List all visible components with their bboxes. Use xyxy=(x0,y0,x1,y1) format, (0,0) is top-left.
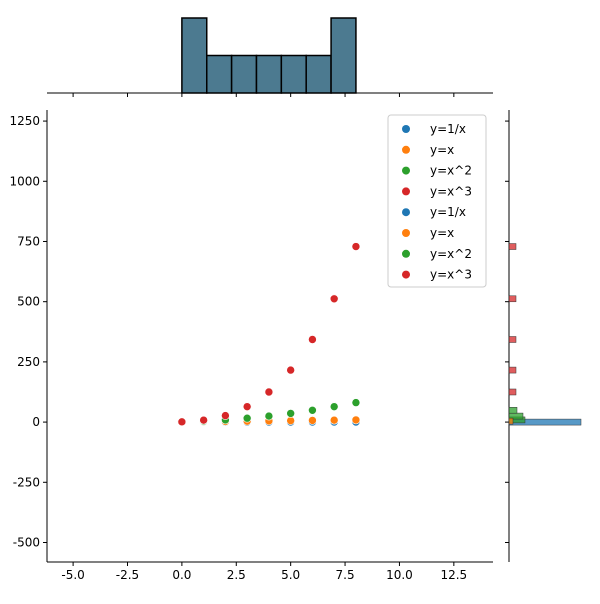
top-hist-bar xyxy=(305,54,332,94)
top-hist-bar xyxy=(181,17,208,94)
x-tick-label: 5.0 xyxy=(281,568,300,582)
data-point xyxy=(242,402,252,411)
right-hist-bar xyxy=(508,407,518,414)
data-point xyxy=(308,405,317,415)
legend-marker xyxy=(402,187,410,196)
legend-label: y=x xyxy=(430,226,454,240)
legend-marker xyxy=(402,229,410,237)
right-hist-bar xyxy=(508,417,514,425)
x-tick-label: 0.0 xyxy=(172,568,191,582)
data-point xyxy=(286,365,295,375)
y-tick-label: -500 xyxy=(13,535,40,549)
top-hist-bar xyxy=(230,54,258,94)
legend-marker xyxy=(402,166,410,175)
x-tick-label: 7.5 xyxy=(336,568,355,582)
data-point xyxy=(329,415,339,425)
legend-label: y=1/x xyxy=(430,122,466,136)
y-tick-label: 1000 xyxy=(9,174,40,188)
data-point xyxy=(264,387,274,397)
top-hist-bar xyxy=(255,54,283,94)
data-point xyxy=(264,411,274,421)
x-tick-label: -2.5 xyxy=(116,568,139,582)
legend-marker xyxy=(402,270,410,279)
data-point xyxy=(329,402,339,411)
y-tick-label: 500 xyxy=(17,295,40,309)
data-point xyxy=(329,294,339,304)
data-point xyxy=(351,398,361,407)
legend-label: y=x^2 xyxy=(430,164,472,178)
legend-label: y=x^2 xyxy=(430,247,472,261)
top-hist-bar xyxy=(280,54,307,94)
legend-marker xyxy=(402,208,410,217)
legend-label: y=x^3 xyxy=(430,268,472,282)
legend-box xyxy=(387,114,487,288)
x-tick-label: -5.0 xyxy=(61,568,84,582)
data-point xyxy=(242,413,252,423)
data-point xyxy=(286,409,295,418)
data-point xyxy=(351,242,361,251)
y-tick-label: 750 xyxy=(17,234,40,248)
right-hist-bar xyxy=(508,243,517,250)
right-hist-bar xyxy=(508,388,517,396)
legend-marker xyxy=(402,145,410,154)
data-point xyxy=(308,416,317,425)
legend-label: y=1/x xyxy=(430,205,466,219)
data-point xyxy=(351,415,361,425)
data-point xyxy=(221,411,230,420)
legend-marker xyxy=(402,249,410,258)
y-tick-label: -250 xyxy=(13,475,40,489)
legend-marker xyxy=(402,125,410,133)
top-hist-bar xyxy=(206,54,233,94)
data-point xyxy=(286,416,295,425)
y-tick-label: 0 xyxy=(32,415,40,429)
y-tick-label: 1250 xyxy=(9,114,40,128)
x-tick-label: 12.5 xyxy=(440,568,467,582)
y-tick-label: 250 xyxy=(17,355,40,369)
data-point xyxy=(308,335,317,344)
x-tick-label: 10.0 xyxy=(386,568,413,582)
right-hist-bar xyxy=(508,295,517,303)
legend-label: y=x^3 xyxy=(430,184,472,198)
data-point xyxy=(177,417,187,427)
x-tick-label: 2.5 xyxy=(227,568,246,582)
legend-label: y=x xyxy=(430,143,454,157)
data-point xyxy=(199,415,208,425)
right-hist-bar xyxy=(508,366,517,374)
top-hist-bar xyxy=(330,17,357,94)
right-hist-bar xyxy=(508,336,517,343)
